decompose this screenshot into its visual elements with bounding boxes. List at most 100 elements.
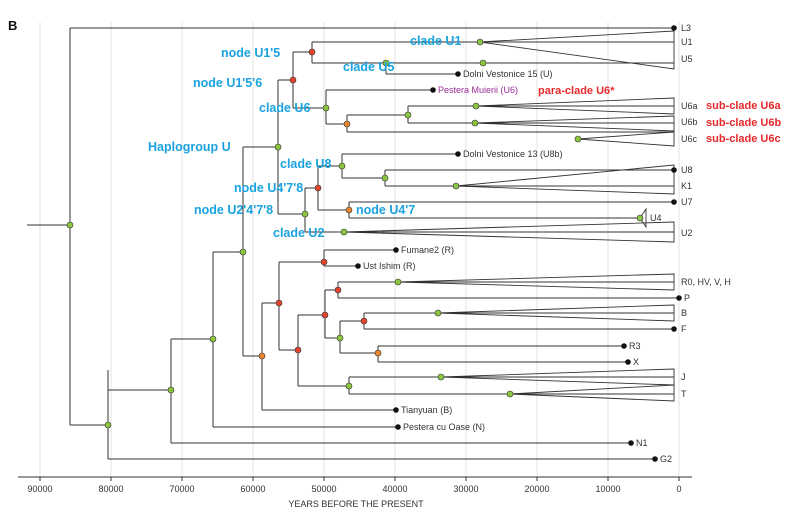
node-dot [338,162,346,170]
node-dot [437,373,445,381]
annotation-node-u1-5-6: node U1'5'6 [193,76,262,90]
annotation-clade-u2: clade U2 [273,226,324,240]
node-dot [336,334,344,342]
clade-triangles [343,30,675,402]
x-axis: 90000 80000 70000 60000 50000 40000 3000… [18,476,692,509]
leaf-dot [455,71,461,77]
annotation-clade-u6: clade U6 [259,101,310,115]
leaf-label-j: J [681,372,686,382]
x-tick-label: 60000 [240,484,265,494]
leaf-dot [652,456,658,462]
node-dot [66,221,74,229]
leaf-dot [455,151,461,157]
x-tick-label: 90000 [27,484,52,494]
node-dot [472,102,480,110]
node-dot [345,206,353,214]
leaf-label-u1: U1 [681,37,693,47]
leaf-dot [355,263,361,269]
x-axis-title: YEARS BEFORE THE PRESENT [288,499,424,509]
node-dot [167,386,175,394]
node-dot [340,228,348,236]
leaf-label-pestera-cu-oase: Pestera cu Oase (N) [403,422,485,432]
node-dot [506,390,514,398]
node-dot [321,311,329,319]
x-tick-label: 30000 [453,484,478,494]
blue-annotations: clade U1 node U1'5 clade U5 node U1'5'6 … [148,34,461,240]
annotation-clade-u1: clade U1 [410,34,461,48]
node-dot [452,182,460,190]
leaf-label-r0-hv-v-h: R0, HV, V, H [681,277,731,287]
leaf-label-u5: U5 [681,54,693,64]
node-dot [343,120,351,128]
node-dot [258,352,266,360]
leaf-label-u4: U4 [650,213,662,223]
node-dot [360,317,368,325]
leaf-label-b: B [681,308,687,318]
annotation-clade-u8: clade U8 [280,157,331,171]
annotation-sub-clade-u6a: sub-clade U6a [706,100,781,112]
annotation-para-clade-u6: para-clade U6* [538,85,615,97]
node-dot [209,335,217,343]
node-dot [239,248,247,256]
leaf-dot [671,326,677,332]
node-dot [404,111,412,119]
node-dot [314,184,322,192]
leaf-label-pestera-muierii: Pestera Muierii (U6) [438,85,518,95]
leaf-dot [430,87,436,93]
leaf-label-k1: K1 [681,181,692,191]
leaf-label-g2: G2 [660,454,672,464]
node-dot [434,309,442,317]
node-dot [322,104,330,112]
leaf-label-u8: U8 [681,165,693,175]
x-tick-label: 50000 [311,484,336,494]
node-dot [301,210,309,218]
leaf-label-tianyuan: Tianyuan (B) [401,405,452,415]
leaf-label-l3: L3 [681,23,691,33]
node-dot [275,299,283,307]
node-dot [394,278,402,286]
leaf-label-dolni-vestonice-15: Dolni Vestonice 15 (U) [463,69,553,79]
leaf-dot [393,407,399,413]
annotation-node-u2-4-7-8: node U2'4'7'8 [194,203,273,217]
annotation-node-u1-5: node U1'5 [221,46,280,60]
node-dot [636,214,644,222]
annotation-clade-u5: clade U5 [343,60,394,74]
leaf-label-dolni-vestonice-13: Dolni Vestonice 13 (U8b) [463,149,563,159]
leaf-label-fumane2: Fumane2 (R) [401,245,454,255]
annotation-node-u4-7-8: node U4'7'8 [234,181,303,195]
leaf-dot [676,295,682,301]
node-dot [334,286,342,294]
annotation-sub-clade-u6c: sub-clade U6c [706,133,781,145]
leaf-label-u6b: U6b [681,117,698,127]
leaf-dot [625,359,631,365]
leaf-dot [393,247,399,253]
node-dot [320,258,328,266]
node-dot [574,135,582,143]
leaf-label-u7: U7 [681,197,693,207]
leaf-dot [671,25,677,31]
node-dot [345,382,353,390]
leaf-label-r3: R3 [629,341,641,351]
leaf-dot [671,167,677,173]
x-tick-label: 80000 [98,484,123,494]
annotation-sub-clade-u6b: sub-clade U6b [706,117,781,129]
node-dot [104,421,112,429]
leaf-label-n1: N1 [636,438,648,448]
node-dot [294,346,302,354]
leaf-label-x: X [633,357,639,367]
red-annotations: para-clade U6* sub-clade U6a sub-clade U… [538,85,781,145]
leaf-label-u6a: U6a [681,101,698,111]
annotation-node-u4-7: node U4'7 [356,203,415,217]
annotation-haplogroup-u: Haplogroup U [148,140,231,154]
x-tick-label: 40000 [382,484,407,494]
leaf-label-p: P [684,293,690,303]
node-dot [476,38,484,46]
leaf-label-f: F [681,324,687,334]
node-dot [382,59,390,67]
node-dot [381,174,389,182]
leaf-labels: L3 U1 U5 Dolni Vestonice 15 (U) Pestera … [363,23,731,464]
leaf-dot [621,343,627,349]
tree-nodes [66,25,682,462]
node-dot [289,76,297,84]
